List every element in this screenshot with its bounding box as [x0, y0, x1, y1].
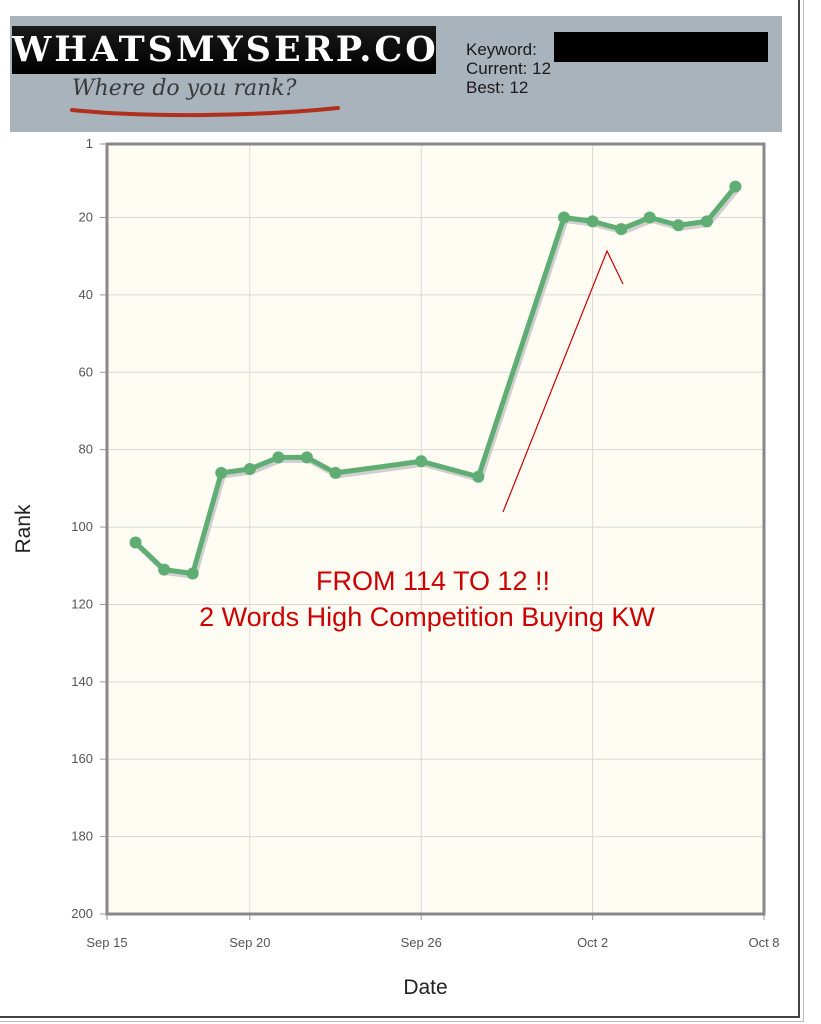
y-tick-label: 1	[86, 136, 93, 151]
data-point	[272, 451, 285, 464]
x-tick-label: Sep 26	[401, 935, 442, 950]
data-point	[215, 466, 228, 479]
y-tick-label: 120	[71, 596, 93, 611]
data-point	[329, 466, 342, 479]
y-tick-label: 80	[79, 442, 93, 457]
site-tagline: Where do you rank?	[72, 76, 297, 101]
data-point	[158, 563, 171, 576]
redacted-keyword-box	[554, 32, 768, 62]
data-point	[472, 470, 485, 483]
data-point	[558, 211, 571, 224]
data-point	[300, 451, 313, 464]
data-point	[243, 463, 256, 476]
annotation-line-2: 2 Words High Competition Buying KW	[199, 602, 655, 632]
window-frame	[0, 0, 800, 1018]
keyword-info: Keyword: Current: 12 Best: 12	[466, 40, 551, 97]
x-tick-label: Oct 2	[577, 935, 608, 950]
current-rank: Current: 12	[466, 59, 552, 78]
y-tick-label: 20	[79, 210, 93, 225]
data-point	[615, 223, 628, 236]
y-tick-label: 200	[71, 906, 93, 921]
data-point	[729, 180, 742, 193]
data-point	[186, 567, 199, 580]
x-tick-label: Oct 8	[748, 935, 779, 950]
x-tick-label: Sep 20	[229, 935, 270, 950]
y-tick-label: 60	[79, 364, 93, 379]
site-logo: WHATSMYSERP.COM	[12, 26, 436, 74]
data-point	[129, 536, 142, 549]
y-tick-label: 100	[71, 519, 93, 534]
annotation-arrow-icon	[502, 249, 624, 513]
data-point	[700, 215, 713, 228]
y-axis-label: Rank	[12, 504, 35, 554]
x-axis-label: Date	[403, 976, 447, 999]
data-point	[643, 211, 656, 224]
tagline-swoosh-icon	[70, 106, 340, 118]
header-banner: WHATSMYSERP.COM Where do you rank? Keywo…	[10, 16, 782, 132]
window-shadow	[0, 0, 804, 1022]
best-rank: Best: 12	[466, 78, 529, 97]
y-tick-label: 180	[71, 829, 93, 844]
x-tick-label: Sep 15	[86, 935, 127, 950]
data-point	[586, 215, 599, 228]
y-tick-label: 140	[71, 674, 93, 689]
y-tick-label: 160	[71, 751, 93, 766]
plot-area	[107, 144, 764, 914]
data-point	[672, 219, 685, 232]
y-tick-label: 40	[79, 287, 93, 302]
data-point	[415, 455, 428, 468]
plot-border	[105, 142, 766, 916]
keyword-label: Keyword:	[466, 40, 537, 59]
annotation-line-1: FROM 114 TO 12 !!	[316, 566, 550, 596]
